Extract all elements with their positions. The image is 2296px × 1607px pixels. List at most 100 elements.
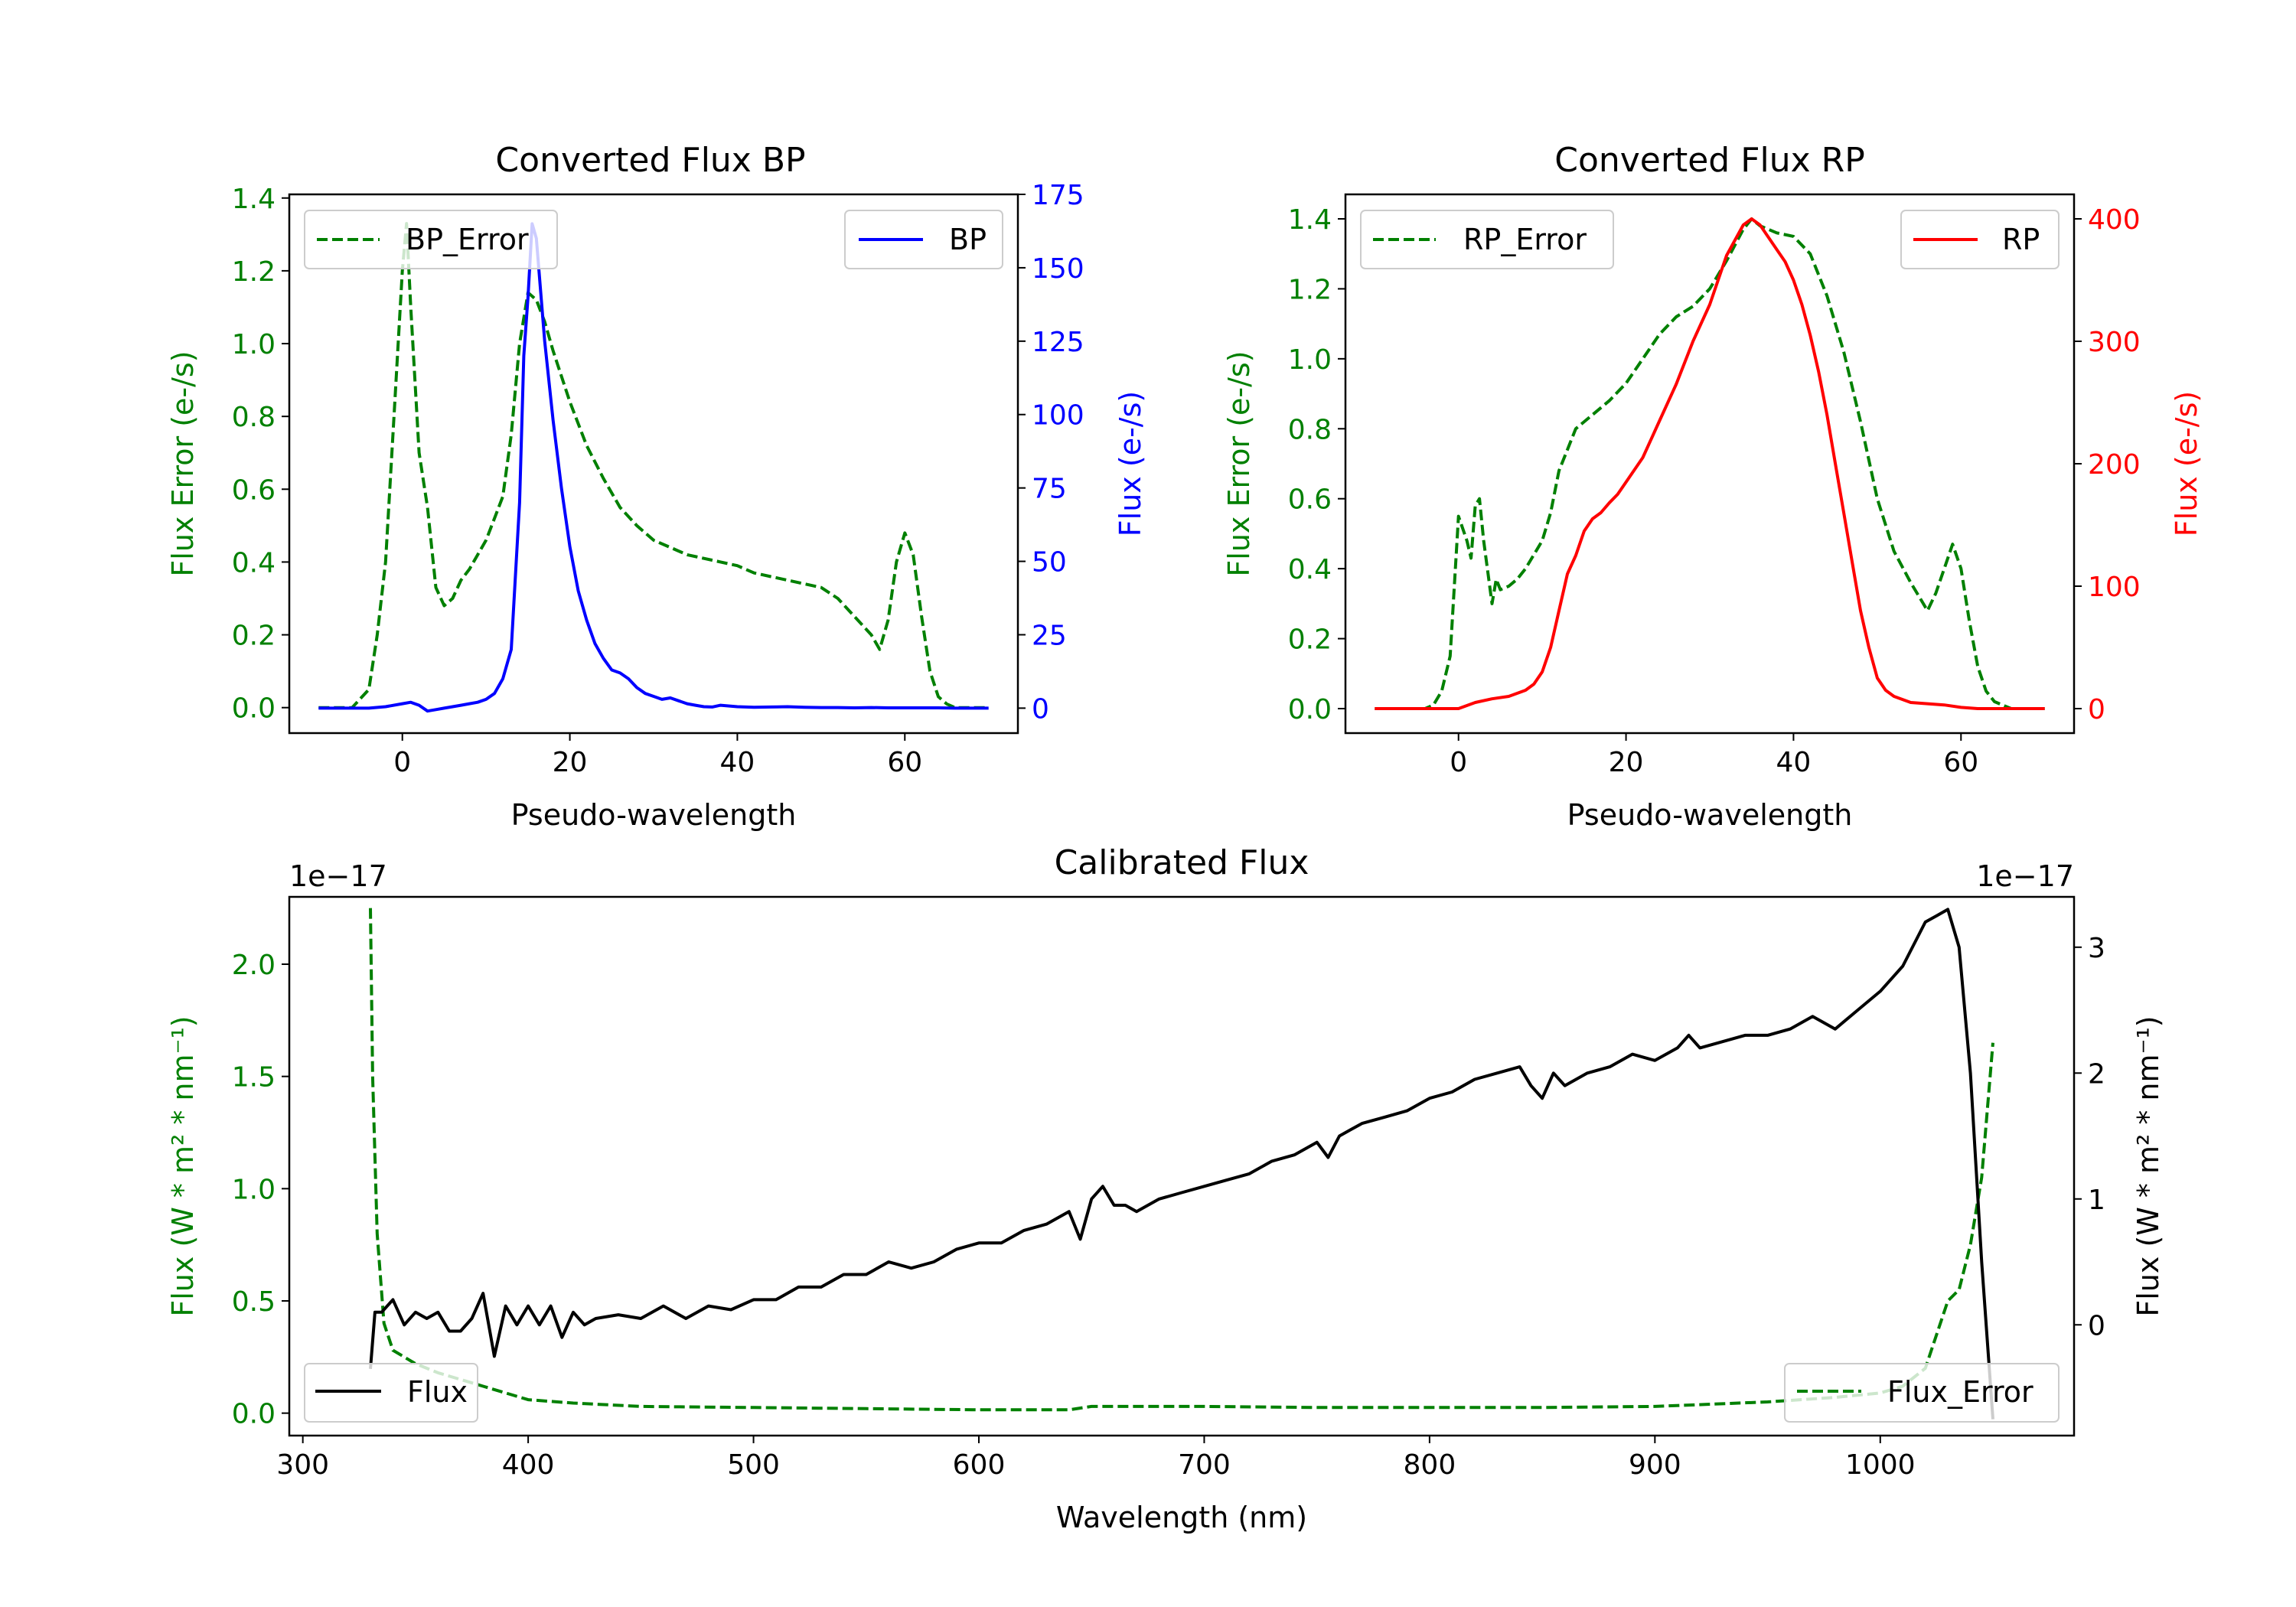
bp-legend-right-label: BP (949, 223, 987, 256)
cal-xtick-label: 1000 (1845, 1449, 1916, 1481)
rp-legend-right-label: RP (2002, 223, 2040, 256)
bp-series-bp (318, 222, 989, 713)
bp-left-ylabel: Flux Error (e-/s) (166, 350, 200, 576)
cal-right-offset: 1e−17 (1976, 859, 2074, 893)
cal-xlabel: Wavelength (nm) (1056, 1501, 1307, 1534)
rp-right-ytick-label: 400 (2088, 204, 2141, 236)
rp-legend-left-label: RP_Error (1463, 223, 1587, 256)
bp-right-ytick-label: 0 (1032, 693, 1049, 725)
rp-xticks: 0 20 40 60 (1450, 733, 1978, 778)
cal-left-ytick-label: 1.5 (232, 1062, 276, 1094)
bp-right-ytick-label: 50 (1032, 547, 1067, 579)
bp-right-ticks: 0 25 50 75 100 125 150 175 (1018, 180, 1084, 725)
bp-panel: Converted Flux BP 0 20 40 60 0.00.20.40.60.… (166, 141, 1147, 832)
bp-plot-frame (288, 193, 1019, 735)
cal-xtick-label: 300 (276, 1449, 329, 1481)
rp-left-ylabel: Flux Error (e-/s) (1222, 350, 1256, 576)
bp-xtick-label: 20 (553, 747, 588, 778)
rp-right-ylabel: Flux (e-/s) (2170, 391, 2203, 536)
rp-left-ytick-label: 0.4 (1288, 554, 1332, 585)
bp-right-ytick-label: 125 (1032, 327, 1084, 358)
cal-xtick-label: 900 (1629, 1449, 1681, 1481)
cal-left-offset: 1e−17 (289, 859, 387, 893)
bp-left-ytick-label: 1.2 (232, 256, 276, 288)
cal-legend-left-label: Flux (407, 1375, 468, 1409)
rp-right-ytick-label: 300 (2088, 327, 2141, 358)
bp-xtick-label: 60 (887, 747, 922, 778)
cal-right-ticks: 0 1 2 3 (2074, 933, 2105, 1341)
rp-left-ytick-label: 1.0 (1288, 344, 1332, 376)
cal-left-ylabel: Flux (W * m² * nm⁻¹) (166, 1015, 200, 1316)
bp-legend-right: BP (844, 210, 1003, 269)
rp-series-rp-error (1375, 217, 2045, 710)
bp-right-ytick-label: 25 (1032, 620, 1067, 651)
rp-left-ytick-label: 0.8 (1288, 414, 1332, 445)
cal-left-ytick-label: 1.0 (232, 1174, 276, 1205)
cal-legend-right-label: Flux_Error (1887, 1375, 2033, 1409)
bp-series-bp-error (318, 222, 989, 709)
rp-right-ytick-label: 100 (2088, 572, 2141, 603)
cal-legend-right: Flux_Error (1784, 1363, 2060, 1423)
bp-left-ytick-label: 0.8 (232, 402, 276, 433)
bp-xtick-label: 0 (393, 747, 411, 778)
calibrated-panel: Calibrated Flux 1e−17 1e−17 300 400 500 600… (166, 843, 2165, 1534)
cal-series-flux-error (369, 908, 1994, 1412)
rp-xtick-label: 60 (1943, 747, 1978, 778)
rp-series-rp (1375, 217, 2045, 710)
cal-xtick-label: 400 (502, 1449, 555, 1481)
bp-xticks: 0 20 40 60 (393, 733, 922, 778)
rp-left-ytick-label: 1.4 (1288, 204, 1332, 236)
bp-legend-left: BP_Error (304, 210, 558, 269)
cal-left-ytick-label: 0.5 (232, 1286, 276, 1318)
bp-right-ytick-label: 75 (1032, 474, 1067, 505)
cal-series-flux (369, 908, 1994, 1420)
rp-xtick-label: 40 (1776, 747, 1812, 778)
bp-right-ytick-label: 100 (1032, 400, 1084, 432)
rp-left-ticks: 0.0 0.2 0.4 0.6 0.8 1.0 1.2 1.4 (1288, 204, 1345, 725)
rp-title: Converted Flux RP (1554, 141, 1865, 180)
rp-series (1375, 217, 2045, 710)
rp-legend-right: RP (1900, 210, 2060, 269)
rp-left-ytick-label: 1.2 (1288, 274, 1332, 305)
cal-right-ytick-label: 3 (2088, 933, 2105, 964)
rp-right-ticks: 0 100 200 300 400 (2074, 204, 2141, 725)
rp-xtick-label: 0 (1450, 747, 1467, 778)
cal-series (369, 908, 1994, 1420)
cal-right-ytick-label: 1 (2088, 1185, 2105, 1216)
cal-right-ylabel: Flux (W * m² * nm⁻¹) (2131, 1015, 2165, 1316)
bp-left-ytick-label: 0.2 (232, 621, 276, 652)
bp-left-ytick-label: 0.6 (232, 474, 276, 506)
cal-xticks: 300 400 500 600 700 800 900 1000 (276, 1436, 1916, 1481)
cal-left-ytick-label: 0.0 (232, 1399, 276, 1430)
bp-series (318, 222, 989, 713)
cal-legend-left: Flux (304, 1363, 478, 1423)
cal-xtick-label: 600 (953, 1449, 1006, 1481)
rp-right-ytick-label: 200 (2088, 449, 2141, 481)
bp-right-ylabel: Flux (e-/s) (1114, 391, 1147, 536)
cal-xtick-label: 500 (727, 1449, 780, 1481)
rp-xlabel: Pseudo-wavelength (1567, 798, 1853, 832)
cal-title: Calibrated Flux (1055, 843, 1309, 882)
bp-right-ytick-label: 175 (1032, 180, 1084, 211)
rp-panel: Converted Flux RP 0 20 40 60 0.00.20.40.60.… (1222, 141, 2203, 832)
bp-xtick-label: 40 (720, 747, 755, 778)
rp-legend-left: RP_Error (1360, 210, 1614, 269)
bp-xlabel: Pseudo-wavelength (511, 798, 797, 832)
cal-plot-frame (288, 895, 2076, 1437)
cal-xtick-label: 700 (1178, 1449, 1231, 1481)
cal-right-ytick-label: 0 (2088, 1310, 2105, 1341)
bp-left-ytick-label: 0.4 (232, 547, 276, 579)
rp-left-ytick-label: 0.2 (1288, 624, 1332, 656)
bp-left-ytick-label: 1.4 (232, 184, 276, 215)
cal-right-ytick-label: 2 (2088, 1058, 2105, 1090)
bp-left-ytick-label: 0.0 (232, 693, 276, 725)
rp-left-ytick-label: 0.0 (1288, 694, 1332, 725)
bp-left-ytick-label: 1.0 (232, 329, 276, 360)
bp-left-ticks: 0.0 0.2 0.4 0.6 0.8 1.0 1.2 1.4 (232, 184, 289, 725)
rp-right-ytick-label: 0 (2088, 694, 2105, 725)
bp-title: Converted Flux BP (495, 141, 805, 180)
bp-legend-left-label: BP_Error (406, 223, 529, 256)
rp-xtick-label: 20 (1609, 747, 1644, 778)
rp-left-ytick-label: 0.6 (1288, 484, 1332, 516)
